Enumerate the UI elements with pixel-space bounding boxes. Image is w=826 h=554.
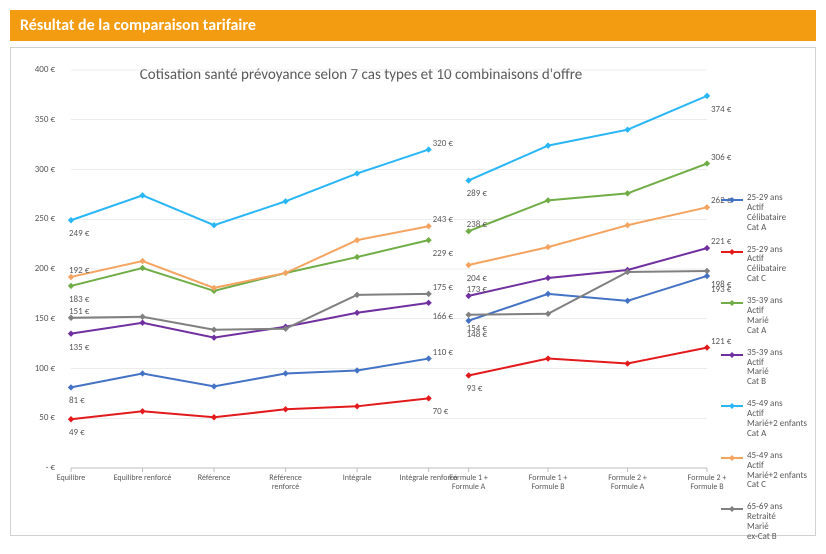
data-label: 135 € bbox=[69, 342, 89, 353]
y-tick-label: 400 € bbox=[17, 64, 55, 75]
chart-svg bbox=[61, 58, 711, 503]
data-label: 93 € bbox=[467, 383, 483, 394]
data-label: 374 € bbox=[711, 104, 731, 115]
data-label: 204 € bbox=[467, 273, 487, 284]
legend-item: 35-39 ansActifMariéCat B bbox=[721, 348, 816, 388]
chart-plot: - €50 €100 €150 €200 €250 €300 €350 €400… bbox=[61, 58, 711, 503]
series-line bbox=[469, 207, 707, 265]
data-label: 320 € bbox=[433, 138, 453, 149]
chart-container: Résultat de la comparaison tarifaire Cot… bbox=[0, 0, 826, 535]
y-tick-label: 350 € bbox=[17, 114, 55, 125]
series-line bbox=[469, 96, 707, 181]
x-tick-label: Formule 1 +Formule A bbox=[439, 474, 499, 492]
data-label: 175 € bbox=[433, 282, 453, 293]
legend-swatch bbox=[721, 504, 743, 514]
data-label: 229 € bbox=[433, 248, 453, 259]
data-label: 70 € bbox=[433, 406, 449, 417]
x-tick-label: Intégrale bbox=[327, 474, 387, 483]
legend-swatch bbox=[721, 350, 743, 360]
legend-label: 35-39 ansActifMariéCat B bbox=[747, 348, 783, 388]
y-tick-label: 50 € bbox=[17, 412, 55, 423]
series-line bbox=[469, 164, 707, 232]
data-label: 110 € bbox=[433, 347, 453, 358]
series-line bbox=[71, 359, 429, 388]
x-tick-label: Référence renforcé bbox=[256, 474, 316, 492]
data-label: 238 € bbox=[467, 219, 487, 230]
legend-label: 45-49 ansActifMarié+2 enfantsCat A bbox=[747, 399, 807, 439]
legend-label: 45-49 ansActifMarié+2 enfantsCat C bbox=[747, 451, 807, 491]
data-label: 81 € bbox=[69, 395, 85, 406]
y-tick-label: 200 € bbox=[17, 263, 55, 274]
legend-swatch bbox=[721, 195, 743, 205]
series-line bbox=[71, 150, 429, 226]
legend-label: 25-29 ansActifCélibataireCat C bbox=[747, 245, 786, 285]
legend-label: 35-39 ansActifMariéCat A bbox=[747, 296, 783, 336]
y-tick-label: 300 € bbox=[17, 164, 55, 175]
x-tick-label: Formule 2 +Formule A bbox=[598, 474, 658, 492]
legend-swatch bbox=[721, 401, 743, 411]
legend-label: 25-29 ansActifCélibataireCat A bbox=[747, 193, 786, 233]
legend-swatch bbox=[721, 247, 743, 257]
chart-legend: 25-29 ansActifCélibataireCat A 25-29 ansA… bbox=[721, 193, 816, 554]
y-tick-label: 100 € bbox=[17, 363, 55, 374]
data-label: 49 € bbox=[69, 427, 85, 438]
legend-item: 35-39 ansActifMariéCat A bbox=[721, 296, 816, 336]
data-label: 166 € bbox=[433, 311, 453, 322]
legend-item: 65-69 ansRetraitéMariéex-Cat B bbox=[721, 502, 816, 542]
series-line bbox=[71, 294, 429, 330]
x-tick-label: Equilibre renforcé bbox=[113, 474, 173, 483]
legend-item: 25-29 ansActifCélibataireCat A bbox=[721, 193, 816, 233]
data-label: 183 € bbox=[69, 294, 89, 305]
data-label: 289 € bbox=[467, 188, 487, 199]
legend-item: 45-49 ansActifMarié+2 enfantsCat C bbox=[721, 451, 816, 491]
y-tick-label: - € bbox=[17, 462, 55, 473]
data-label: 243 € bbox=[433, 214, 453, 225]
data-label: 192 € bbox=[69, 265, 89, 276]
header-title: Résultat de la comparaison tarifaire bbox=[20, 16, 256, 35]
y-tick-label: 150 € bbox=[17, 313, 55, 324]
legend-swatch bbox=[721, 453, 743, 463]
data-label: 249 € bbox=[69, 228, 89, 239]
chart-card: Cotisation santé prévoyance selon 7 cas … bbox=[10, 47, 816, 536]
y-tick-label: 250 € bbox=[17, 213, 55, 224]
x-tick-label: Référence bbox=[184, 474, 244, 483]
x-tick-label: Equilibre bbox=[41, 474, 101, 483]
legend-label: 65-69 ansRetraitéMariéex-Cat B bbox=[747, 502, 783, 542]
x-tick-label: Formule 1 +Formule B bbox=[518, 474, 578, 492]
series-line bbox=[71, 303, 429, 338]
header-bar: Résultat de la comparaison tarifaire bbox=[10, 10, 816, 41]
series-line bbox=[469, 348, 707, 376]
data-label: 173 € bbox=[467, 284, 487, 295]
legend-swatch bbox=[721, 298, 743, 308]
legend-item: 45-49 ansActifMarié+2 enfantsCat A bbox=[721, 399, 816, 439]
series-line bbox=[71, 398, 429, 419]
data-label: 306 € bbox=[711, 152, 731, 163]
data-label: 151 € bbox=[69, 306, 89, 317]
data-label: 154 € bbox=[467, 323, 487, 334]
legend-item: 25-29 ansActifCélibataireCat C bbox=[721, 245, 816, 285]
series-line bbox=[71, 226, 429, 288]
